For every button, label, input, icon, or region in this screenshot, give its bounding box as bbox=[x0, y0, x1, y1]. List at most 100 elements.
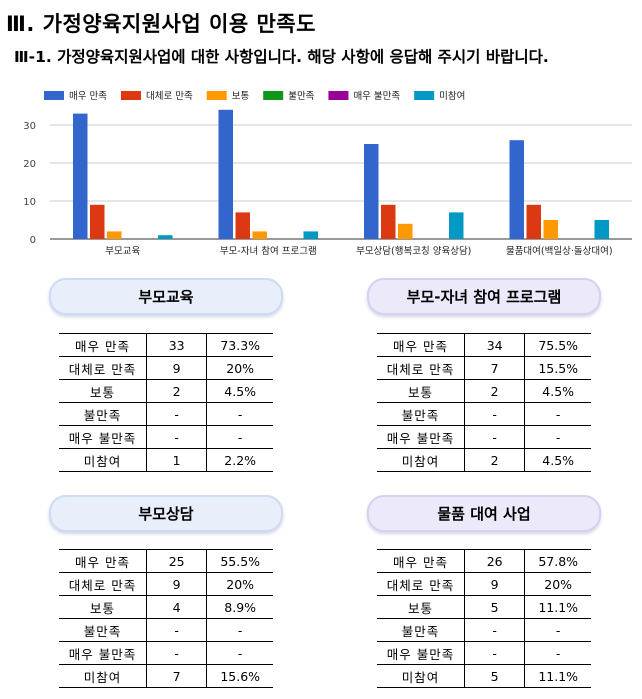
row-percent: - bbox=[524, 618, 591, 642]
table-row: 매우 불만족 - - bbox=[377, 425, 591, 449]
row-percent: 11.1% bbox=[524, 595, 591, 619]
row-label: 대체로 만족 bbox=[59, 572, 147, 596]
x-tick-label: 부모교육 bbox=[105, 246, 140, 257]
legend-swatch bbox=[120, 91, 141, 100]
row-count: 2 bbox=[145, 379, 207, 403]
bar bbox=[509, 140, 524, 239]
legend-label: 미참여 bbox=[439, 90, 465, 102]
table-row: 대체로 만족 9 20% bbox=[59, 572, 273, 596]
row-count: 26 bbox=[463, 549, 525, 573]
row-count: 5 bbox=[463, 595, 525, 619]
row-label: 보통 bbox=[377, 379, 465, 403]
table-row: 보통 5 11.1% bbox=[377, 595, 591, 619]
row-count: - bbox=[145, 618, 207, 642]
table-row: 불만족 - - bbox=[377, 402, 591, 426]
legend-swatch bbox=[414, 91, 435, 100]
table-row: 매우 불만족 - - bbox=[59, 425, 273, 449]
row-count: 4 bbox=[145, 595, 207, 619]
table-row: 매우 불만족 - - bbox=[377, 641, 591, 665]
table-row: 대체로 만족 9 20% bbox=[377, 572, 591, 596]
table-row: 미참여 5 11.1% bbox=[377, 664, 591, 688]
row-percent: 55.5% bbox=[206, 549, 273, 573]
table-row: 매우 만족 26 57.8% bbox=[377, 549, 591, 573]
row-count: 1 bbox=[145, 448, 207, 472]
row-count: 9 bbox=[145, 572, 207, 596]
row-percent: 73.3% bbox=[206, 333, 273, 357]
row-label: 매우 불만족 bbox=[377, 641, 465, 665]
row-label: 대체로 만족 bbox=[377, 356, 465, 380]
bar bbox=[252, 231, 267, 239]
section-title-item-rental: 물품 대여 사업 bbox=[367, 495, 601, 532]
table-row: 보통 2 4.5% bbox=[59, 379, 273, 403]
row-label: 미참여 bbox=[377, 664, 465, 688]
row-label: 매우 만족 bbox=[59, 549, 147, 573]
row-count: - bbox=[145, 425, 207, 449]
section-title-parent-education: 부모교육 bbox=[49, 278, 283, 315]
row-count: - bbox=[145, 402, 207, 426]
legend-swatch bbox=[263, 91, 284, 100]
row-label: 불만족 bbox=[59, 402, 147, 426]
row-label: 미참여 bbox=[59, 448, 147, 472]
bar bbox=[235, 212, 250, 239]
row-percent: - bbox=[524, 641, 591, 665]
bar bbox=[73, 113, 88, 239]
row-count: 33 bbox=[145, 333, 207, 357]
table-parent-counseling: 매우 만족 25 55.5% 대체로 만족 9 20% 보통 4 8.9% 불만족 - - 매우… bbox=[59, 549, 273, 688]
row-count: 9 bbox=[463, 572, 525, 596]
table-row: 대체로 만족 7 15.5% bbox=[377, 356, 591, 380]
table-row: 미참여 2 4.5% bbox=[377, 448, 591, 472]
section-title-parent-counseling: 부모상담 bbox=[49, 495, 283, 532]
row-count: 5 bbox=[463, 664, 525, 688]
table-row: 불만족 - - bbox=[59, 618, 273, 642]
bar bbox=[449, 212, 464, 239]
x-tick-label: 부모상담(행복코칭 양육상담) bbox=[356, 245, 471, 257]
table-row: 대체로 만족 9 20% bbox=[59, 356, 273, 380]
row-count: - bbox=[145, 641, 207, 665]
row-label: 미참여 bbox=[59, 664, 147, 688]
bar bbox=[107, 231, 122, 239]
bar bbox=[364, 144, 379, 239]
row-percent: 4.5% bbox=[524, 379, 591, 403]
row-label: 미참여 bbox=[377, 448, 465, 472]
row-label: 매우 불만족 bbox=[59, 425, 147, 449]
table-row: 보통 2 4.5% bbox=[377, 379, 591, 403]
y-tick-label: 10 bbox=[23, 197, 36, 208]
row-percent: - bbox=[206, 641, 273, 665]
row-label: 매우 불만족 bbox=[377, 425, 465, 449]
bar bbox=[543, 220, 558, 239]
row-percent: 20% bbox=[206, 356, 273, 380]
legend-swatch bbox=[328, 91, 349, 100]
row-percent: 4.5% bbox=[206, 379, 273, 403]
bar bbox=[381, 204, 396, 239]
table-row: 매우 만족 25 55.5% bbox=[59, 549, 273, 573]
row-count: - bbox=[463, 425, 525, 449]
row-percent: 20% bbox=[206, 572, 273, 596]
table-row: 불만족 - - bbox=[377, 618, 591, 642]
legend-swatch bbox=[44, 91, 64, 100]
row-count: 2 bbox=[463, 379, 525, 403]
row-percent: 15.6% bbox=[206, 664, 273, 688]
section-title-parent-child-program: 부모-자녀 참여 프로그램 bbox=[367, 278, 601, 315]
bar bbox=[158, 235, 173, 239]
table-item-rental: 매우 만족 26 57.8% 대체로 만족 9 20% 보통 5 11.1% 불만족 - - 매… bbox=[377, 549, 591, 688]
row-label: 불만족 bbox=[377, 402, 465, 426]
table-row: 매우 만족 34 75.5% bbox=[377, 333, 591, 357]
table-row: 미참여 1 2.2% bbox=[59, 448, 273, 472]
row-count: 25 bbox=[145, 549, 207, 573]
row-percent: 11.1% bbox=[524, 664, 591, 688]
x-tick-label: 부모-자녀 참여 프로그램 bbox=[220, 245, 317, 257]
row-label: 매우 만족 bbox=[377, 549, 465, 573]
row-count: - bbox=[463, 618, 525, 642]
row-label: 매우 만족 bbox=[377, 333, 465, 357]
row-label: 대체로 만족 bbox=[377, 572, 465, 596]
satisfaction-bar-chart: 매우 만족 대체로 만족 보통 불만족 매우 불만족 미참여 0 10 20 30 부모교육 부모-자… bbox=[23, 90, 632, 257]
row-percent: 8.9% bbox=[206, 595, 273, 619]
row-label: 불만족 bbox=[59, 618, 147, 642]
row-label: 매우 만족 bbox=[59, 333, 147, 357]
row-percent: 2.2% bbox=[206, 448, 273, 472]
row-count: 34 bbox=[463, 333, 525, 357]
legend-label: 불만족 bbox=[288, 91, 314, 102]
row-percent: - bbox=[524, 425, 591, 449]
table-row: 보통 4 8.9% bbox=[59, 595, 273, 619]
legend-label: 매우 불만족 bbox=[353, 91, 400, 102]
